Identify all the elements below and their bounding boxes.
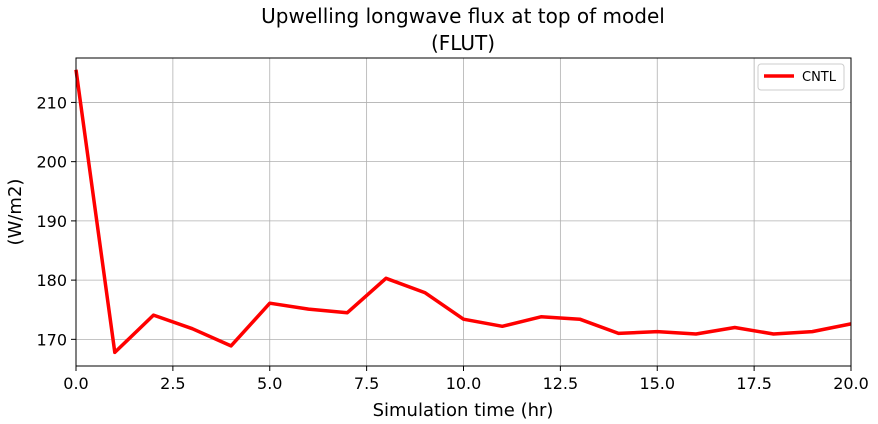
chart-subtitle: (FLUT): [431, 31, 495, 55]
y-axis-label: (W/m2): [5, 179, 26, 246]
series-line-cntl: [74, 69, 852, 355]
x-tick-label: 10.0: [446, 374, 482, 393]
y-tick-label: 210: [36, 93, 67, 112]
x-tick-label: 7.5: [354, 374, 379, 393]
grid-lines: [75, 58, 852, 366]
y-tick-label: 180: [36, 271, 67, 290]
x-tick-label: 12.5: [543, 374, 579, 393]
x-tick-label: 15.0: [639, 374, 675, 393]
x-tick-label: 5.0: [257, 374, 282, 393]
legend-label-cntl: CNTL: [802, 70, 837, 85]
legend-box: [757, 63, 845, 91]
x-tick-label: 0.0: [63, 374, 88, 393]
x-tick-label: 20.0: [833, 374, 869, 393]
chart-title: Upwelling longwave flux at top of model: [261, 4, 665, 28]
x-axis-label: Simulation time (hr): [373, 400, 554, 421]
y-tick-label: 190: [36, 212, 67, 231]
x-tick-label: 17.5: [736, 374, 772, 393]
series-lines: [74, 69, 852, 355]
y-tick-label: 200: [36, 153, 67, 172]
y-tick-label: 170: [36, 330, 67, 349]
x-tick-label: 2.5: [160, 374, 185, 393]
legend: CNTL: [757, 63, 845, 91]
y-axis-ticks: 170 180 190 200 210: [36, 93, 76, 349]
x-axis-ticks: 0.0 2.5 5.0 7.5 10.0 12.5 15.0 17.5 20.0: [63, 366, 869, 393]
